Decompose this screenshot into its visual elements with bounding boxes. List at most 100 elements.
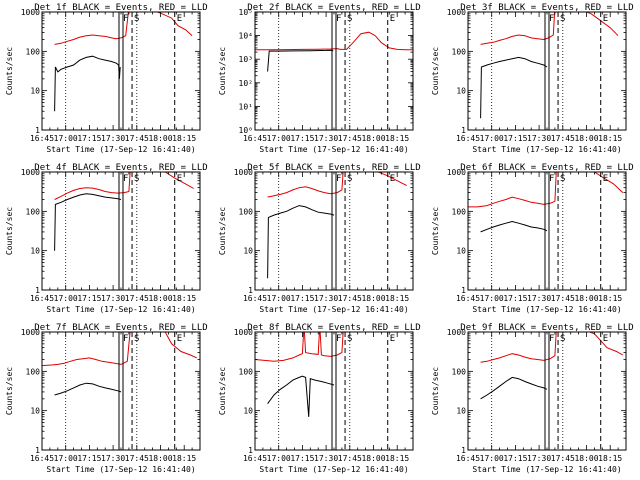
x-tick-label: 17:45 <box>338 134 362 143</box>
y-tick-label: 1000 <box>21 8 40 17</box>
y-axis-label: Counts/sec <box>431 367 440 415</box>
x-tick-label: 18:00 <box>361 454 385 463</box>
marker-label-f: F <box>549 14 554 24</box>
series-line-events <box>480 376 548 400</box>
x-tick-label: 16:45 <box>456 134 480 143</box>
series-line-lld <box>255 31 413 51</box>
x-tick-label: 17:00 <box>267 134 291 143</box>
y-axis-label: Counts/sec <box>5 367 14 415</box>
x-tick-label: 18:15 <box>598 134 622 143</box>
series-line-lld <box>480 12 619 45</box>
series-line-lld <box>42 332 198 367</box>
y-tick-label: 1 <box>248 446 253 455</box>
x-tick-label: 17:15 <box>503 454 527 463</box>
x-tick-label: 16:45 <box>243 134 267 143</box>
marker-label-s: S <box>134 334 139 344</box>
series-line-lld <box>267 172 407 198</box>
marker-label-e: E <box>603 334 608 344</box>
y-tick-label: 1 <box>461 446 466 455</box>
x-tick-label: 18:15 <box>172 134 196 143</box>
marker-label-s: S <box>347 174 352 184</box>
plot-frame <box>41 11 201 131</box>
x-tick-label: 17:45 <box>125 454 149 463</box>
x-tick-label: 18:00 <box>574 294 598 303</box>
x-tick-label: 18:00 <box>361 134 385 143</box>
x-tick-label: 17:30 <box>101 134 125 143</box>
plot-area <box>480 332 624 450</box>
x-tick-label: 17:45 <box>125 134 149 143</box>
marker-label-f: F <box>336 174 341 184</box>
marker-label-e: E <box>603 14 608 24</box>
y-tick-label: 10³ <box>239 55 253 64</box>
plot-area <box>267 172 407 290</box>
plot-frame <box>467 11 627 131</box>
marker-label-f: F <box>123 334 128 344</box>
x-tick-label: 17:15 <box>503 294 527 303</box>
y-tick-label: 100 <box>452 367 467 376</box>
y-tick-label: 1 <box>461 286 466 295</box>
y-tick-label: 1000 <box>21 328 40 337</box>
chart-title: Det 7f BLACK = Events, RED = LLD <box>34 323 207 333</box>
x-tick-label: 18:00 <box>574 134 598 143</box>
x-tick-label: 18:15 <box>385 454 409 463</box>
y-tick-label: 10⁵ <box>239 8 253 17</box>
marker-label-s: S <box>134 14 139 24</box>
marker-label-f: F <box>549 174 554 184</box>
y-tick-label: 1 <box>35 446 40 455</box>
plot-area <box>54 172 194 290</box>
y-tick-label: 100 <box>239 207 254 216</box>
y-tick-label: 10 <box>30 87 40 96</box>
marker-label-e: E <box>603 174 608 184</box>
x-tick-label: 17:45 <box>338 454 362 463</box>
x-tick-label: 18:15 <box>385 134 409 143</box>
series-line-events <box>54 55 121 112</box>
plot-area <box>255 332 351 450</box>
x-tick-label: 17:30 <box>527 294 551 303</box>
x-tick-label: 18:15 <box>172 294 196 303</box>
marker-label-e: E <box>177 14 182 24</box>
x-tick-label: 16:45 <box>30 294 54 303</box>
x-tick-label: 17:30 <box>527 454 551 463</box>
chart-title: Det 3f BLACK = Events, RED = LLD <box>460 3 633 13</box>
y-tick-label: 1000 <box>234 168 253 177</box>
x-tick-label: 17:00 <box>54 454 78 463</box>
x-tick-label: 17:15 <box>77 454 101 463</box>
y-tick-label: 1000 <box>447 328 466 337</box>
y-axis-label: Counts/sec <box>218 47 227 95</box>
x-tick-label: 16:45 <box>243 454 267 463</box>
x-tick-label: 17:00 <box>54 134 78 143</box>
y-tick-label: 10¹ <box>239 102 253 111</box>
marker-label-f: F <box>336 334 341 344</box>
series-line-lld <box>255 332 344 362</box>
series-line-events <box>54 193 122 251</box>
chart-title: Det 4f BLACK = Events, RED = LLD <box>34 163 207 173</box>
series-line-events <box>267 49 334 72</box>
y-tick-label: 10 <box>30 247 40 256</box>
marker-label-e: E <box>390 174 395 184</box>
x-tick-label: 17:15 <box>503 134 527 143</box>
y-tick-label: 100 <box>26 367 41 376</box>
x-tick-label: 16:45 <box>243 294 267 303</box>
plot-frame <box>254 171 414 291</box>
y-tick-label: 1 <box>461 126 466 135</box>
y-axis-label: Counts/sec <box>218 367 227 415</box>
plot-area <box>468 172 624 290</box>
series-line-events <box>480 56 548 119</box>
chart-title: Det 5f BLACK = Events, RED = LLD <box>247 163 420 173</box>
y-axis-label: Counts/sec <box>431 47 440 95</box>
y-tick-label: 10² <box>239 79 253 88</box>
y-tick-label: 10 <box>243 247 253 256</box>
x-tick-label: 17:15 <box>290 294 314 303</box>
y-axis-label: Counts/sec <box>5 207 14 255</box>
series-line-events <box>480 220 548 233</box>
y-tick-label: 10 <box>243 407 253 416</box>
marker-label-s: S <box>347 14 352 24</box>
x-tick-label: 16:45 <box>30 454 54 463</box>
marker-label-s: S <box>134 174 139 184</box>
x-tick-label: 17:15 <box>290 454 314 463</box>
x-tick-label: 17:30 <box>527 134 551 143</box>
